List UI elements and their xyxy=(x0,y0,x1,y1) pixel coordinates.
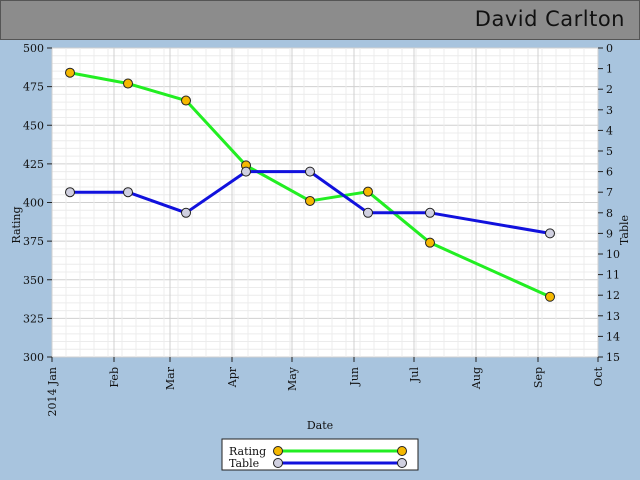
x-tick-label: Apr xyxy=(226,366,239,388)
data-point-rating xyxy=(363,186,373,197)
x-tick-label: Oct xyxy=(592,366,605,386)
data-point-table xyxy=(425,207,435,218)
data-point-rating xyxy=(545,291,555,302)
x-axis-label: Date xyxy=(307,419,333,432)
y2-tick-label: 4 xyxy=(606,124,613,137)
y-tick-label: 475 xyxy=(23,81,44,94)
x-tick-label: Jun xyxy=(348,367,361,387)
y-tick-label: 350 xyxy=(23,274,44,287)
legend-box xyxy=(221,438,419,471)
y2-tick-label: 7 xyxy=(606,186,613,199)
title-bar: David Carlton xyxy=(0,0,640,40)
chart-title: David Carlton xyxy=(474,7,625,31)
y-axis-label: Rating xyxy=(10,206,23,243)
x-tick-label: Jul xyxy=(408,367,421,383)
y2-tick-label: 6 xyxy=(606,166,613,179)
x-tick-label: Feb xyxy=(108,367,121,388)
data-point-rating xyxy=(123,78,133,89)
series-line-table xyxy=(70,170,551,235)
data-point-table xyxy=(65,187,75,198)
y2-tick-label: 5 xyxy=(606,145,613,158)
data-point-table xyxy=(181,207,191,218)
data-point-table xyxy=(305,166,315,177)
series-line-rating xyxy=(69,71,551,299)
legend-marker-table xyxy=(397,458,407,468)
y2-tick-label: 12 xyxy=(606,289,620,302)
y2-tick-label: 8 xyxy=(606,207,613,220)
y2-tick-label: 1 xyxy=(606,63,613,76)
data-point-rating xyxy=(425,237,435,248)
x-tick-label: Aug xyxy=(470,367,483,390)
y2-tick-label: 0 xyxy=(606,42,613,55)
data-point-rating xyxy=(305,195,315,206)
y2-tick-label: 15 xyxy=(606,351,620,364)
series-layer xyxy=(65,67,555,302)
data-point-table xyxy=(241,166,251,177)
legend-marker-rating xyxy=(397,446,407,456)
y-tick-label: 325 xyxy=(23,312,44,325)
x-tick-label: Mar xyxy=(164,366,177,390)
x-tick-label: 2014 Jan xyxy=(46,367,59,417)
data-point-table xyxy=(545,228,555,239)
y2-tick-label: 14 xyxy=(606,330,620,343)
y2-axis-label: Table xyxy=(618,215,631,245)
y2-tick-label: 13 xyxy=(606,310,620,323)
x-tick-label: May xyxy=(286,366,299,391)
y2-tick-label: 3 xyxy=(606,104,613,117)
data-point-table xyxy=(363,207,373,218)
y-tick-label: 450 xyxy=(23,119,44,132)
x-tick-label: Sep xyxy=(532,367,545,388)
legend-marker-table xyxy=(273,458,283,468)
legend-label-rating: Rating xyxy=(229,445,266,458)
legend-marker-rating xyxy=(273,446,283,456)
data-point-rating xyxy=(65,67,75,78)
y2-tick-label: 2 xyxy=(606,83,613,96)
y2-tick-label: 11 xyxy=(606,269,620,282)
y-tick-label: 500 xyxy=(23,42,44,55)
data-point-table xyxy=(123,187,133,198)
grid xyxy=(51,47,599,358)
y-tick-label: 375 xyxy=(23,235,44,248)
legend-label-table: Table xyxy=(229,457,259,470)
y-tick-label: 300 xyxy=(23,351,44,364)
y2-tick-label: 9 xyxy=(606,227,613,240)
y-tick-label: 400 xyxy=(23,197,44,210)
y2-tick-label: 10 xyxy=(606,248,620,261)
data-point-rating xyxy=(181,95,191,106)
y-tick-label: 425 xyxy=(23,158,44,171)
